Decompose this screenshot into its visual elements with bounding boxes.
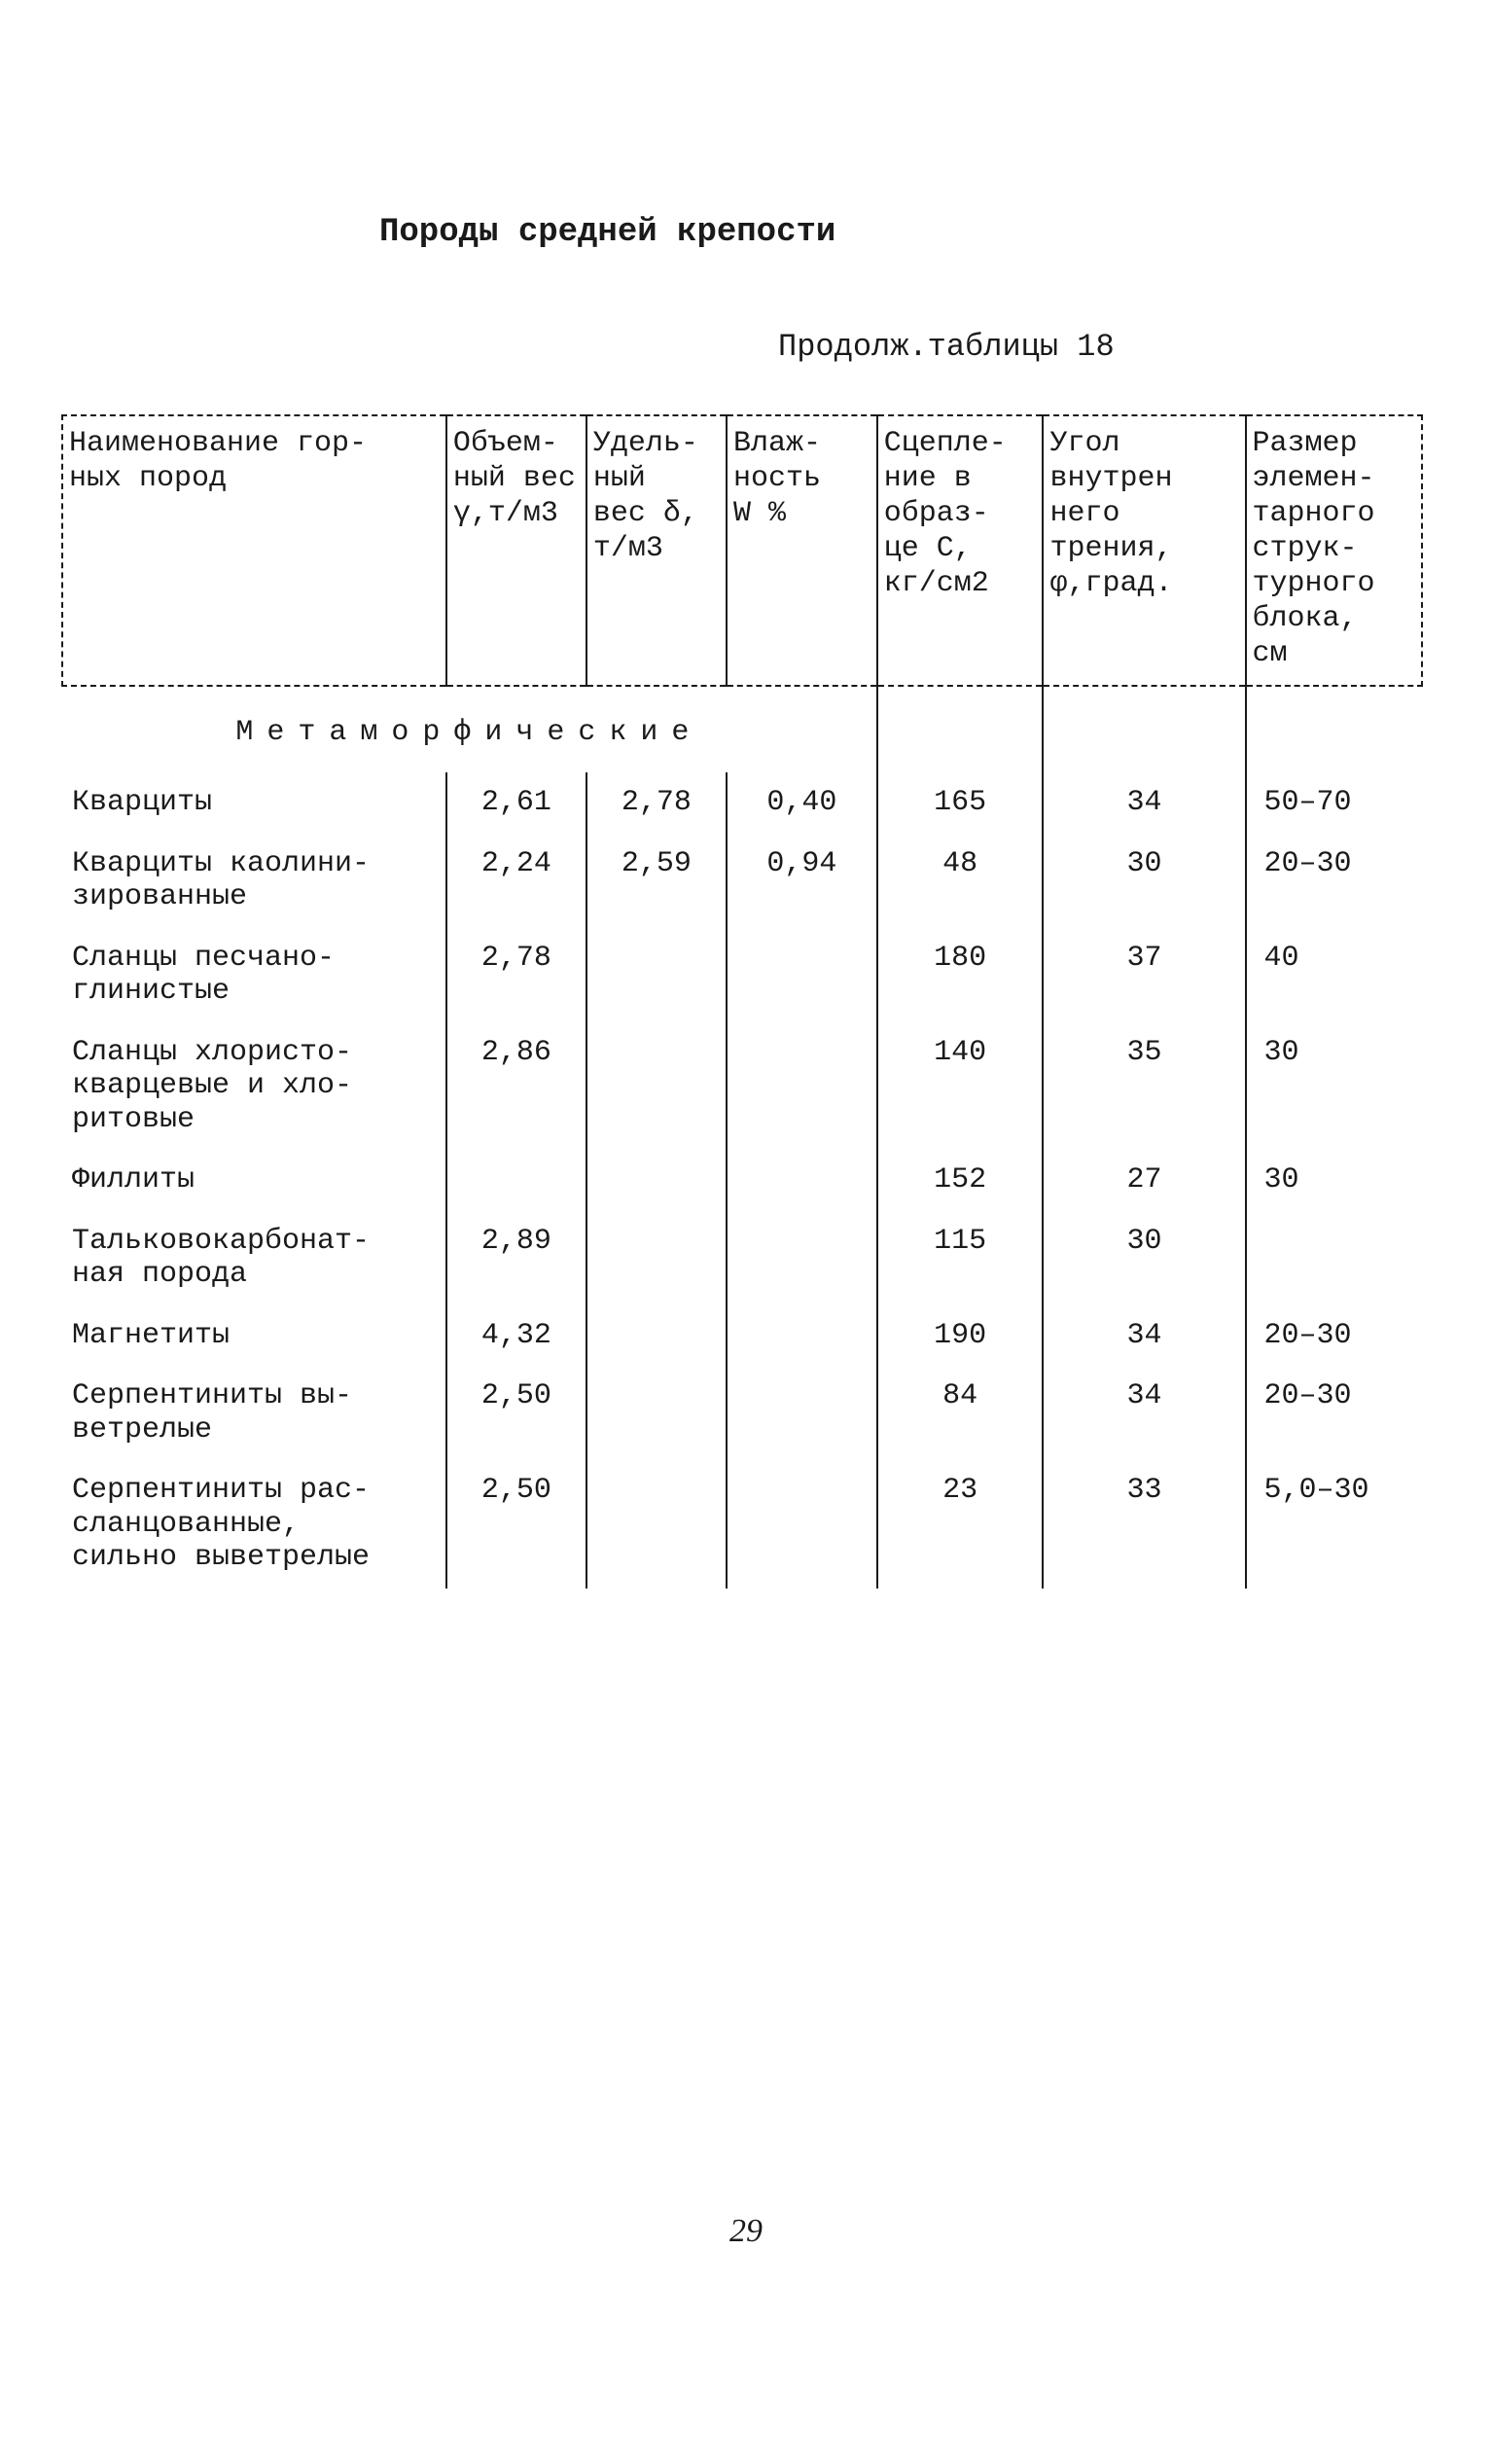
row-value-cell: 2,78 (446, 928, 586, 1022)
row-value-cell: 152 (877, 1150, 1044, 1211)
table-continuation-label: Продолж.таблицы 18 (778, 330, 1434, 366)
row-value-cell: 30 (1043, 1211, 1245, 1305)
row-value-cell (727, 928, 877, 1022)
table-body: Метаморфические Кварциты2,612,780,401653… (62, 686, 1422, 1589)
row-value-cell: 5,0–30 (1246, 1460, 1422, 1589)
row-value-cell: 2,78 (586, 772, 727, 834)
col-header-moist: Влаж-ностьW % (727, 415, 877, 686)
col-header-angle: Уголвнутреннеготрения,φ,град. (1043, 415, 1245, 686)
row-name-cell: Кварциты (62, 772, 446, 834)
row-value-cell: 40 (1246, 928, 1422, 1022)
row-value-cell: 34 (1043, 1366, 1245, 1460)
row-value-cell: 0,94 (727, 834, 877, 928)
row-value-cell (586, 928, 727, 1022)
row-value-cell: 115 (877, 1211, 1044, 1305)
row-value-cell: 30 (1043, 834, 1245, 928)
table-row: Магнетиты4,32 1903420–30 (62, 1305, 1422, 1367)
row-name-cell: Сланцы песчано-глинистые (62, 928, 446, 1022)
col-header-bulk: Объем-ный весγ,т/м3 (446, 415, 586, 686)
row-value-cell: 0,40 (727, 772, 877, 834)
row-value-cell (586, 1022, 727, 1151)
row-value-cell: 4,32 (446, 1305, 586, 1367)
row-value-cell: 34 (1043, 772, 1245, 834)
row-value-cell (446, 1150, 586, 1211)
row-name-cell: Магнетиты (62, 1305, 446, 1367)
row-value-cell: 50–70 (1246, 772, 1422, 834)
row-value-cell: 140 (877, 1022, 1044, 1151)
row-value-cell: 20–30 (1246, 1305, 1422, 1367)
scan-page: Породы средней крепости Продолж.таблицы … (0, 0, 1492, 2464)
section-title: Метаморфические (235, 716, 702, 749)
row-value-cell (586, 1305, 727, 1367)
row-value-cell: 2,50 (446, 1460, 586, 1589)
row-value-cell: 23 (877, 1460, 1044, 1589)
col-header-block: Размерэлемен-тарногострук-турногоблока,с… (1246, 415, 1422, 686)
row-value-cell (586, 1150, 727, 1211)
row-value-cell (727, 1366, 877, 1460)
row-value-cell (727, 1211, 877, 1305)
table-row: Серпентиниты вы-ветрелые2,50 843420–30 (62, 1366, 1422, 1460)
row-name-cell: Тальковокарбонат-ная порода (62, 1211, 446, 1305)
row-name-cell: Кварциты каолини-зированные (62, 834, 446, 928)
row-value-cell (586, 1460, 727, 1589)
row-value-cell: 34 (1043, 1305, 1245, 1367)
table-header-row: Наименование гор-ных пород Объем-ный вес… (62, 415, 1422, 686)
row-value-cell (727, 1305, 877, 1367)
row-value-cell: 35 (1043, 1022, 1245, 1151)
row-value-cell: 2,89 (446, 1211, 586, 1305)
row-name-cell: Филлиты (62, 1150, 446, 1211)
row-value-cell (1246, 1211, 1422, 1305)
row-value-cell: 37 (1043, 928, 1245, 1022)
col-header-cohes: Сцепле-ние вобраз-це С,кг/см2 (877, 415, 1044, 686)
table-row: Кварциты2,612,780,401653450–70 (62, 772, 1422, 834)
section-row: Метаморфические (62, 686, 1422, 773)
row-value-cell: 30 (1246, 1022, 1422, 1151)
row-value-cell: 84 (877, 1366, 1044, 1460)
table-row: Тальковокарбонат-ная порода2,89 11530 (62, 1211, 1422, 1305)
row-value-cell: 27 (1043, 1150, 1245, 1211)
row-value-cell: 33 (1043, 1460, 1245, 1589)
row-value-cell: 2,50 (446, 1366, 586, 1460)
row-value-cell: 30 (1246, 1150, 1422, 1211)
row-value-cell (586, 1211, 727, 1305)
row-value-cell: 180 (877, 928, 1044, 1022)
table-row: Филлиты 1522730 (62, 1150, 1422, 1211)
row-value-cell: 190 (877, 1305, 1044, 1367)
row-name-cell: Серпентиниты рас-сланцованные,сильно выв… (62, 1460, 446, 1589)
row-value-cell (727, 1150, 877, 1211)
page-title: Породы средней крепости (379, 214, 1434, 252)
row-value-cell (727, 1022, 877, 1151)
row-value-cell: 2,86 (446, 1022, 586, 1151)
row-name-cell: Сланцы хлористо-кварцевые и хло-ритовые (62, 1022, 446, 1151)
col-header-name: Наименование гор-ных пород (62, 415, 446, 686)
row-value-cell: 20–30 (1246, 1366, 1422, 1460)
row-value-cell: 2,59 (586, 834, 727, 928)
page-number: 29 (0, 2212, 1492, 2250)
row-value-cell (586, 1366, 727, 1460)
row-value-cell: 20–30 (1246, 834, 1422, 928)
table-row: Кварциты каолини-зированные2,242,590,944… (62, 834, 1422, 928)
rock-properties-table: Наименование гор-ных пород Объем-ный вес… (61, 414, 1423, 1589)
row-value-cell (727, 1460, 877, 1589)
row-value-cell: 48 (877, 834, 1044, 928)
table-row: Сланцы хлористо-кварцевые и хло-ритовые2… (62, 1022, 1422, 1151)
row-value-cell: 2,24 (446, 834, 586, 928)
row-value-cell: 2,61 (446, 772, 586, 834)
col-header-spec: Удель-ныйвес δ,т/м3 (586, 415, 727, 686)
table-row: Сланцы песчано-глинистые2,78 1803740 (62, 928, 1422, 1022)
row-value-cell: 165 (877, 772, 1044, 834)
table-row: Серпентиниты рас-сланцованные,сильно выв… (62, 1460, 1422, 1589)
row-name-cell: Серпентиниты вы-ветрелые (62, 1366, 446, 1460)
